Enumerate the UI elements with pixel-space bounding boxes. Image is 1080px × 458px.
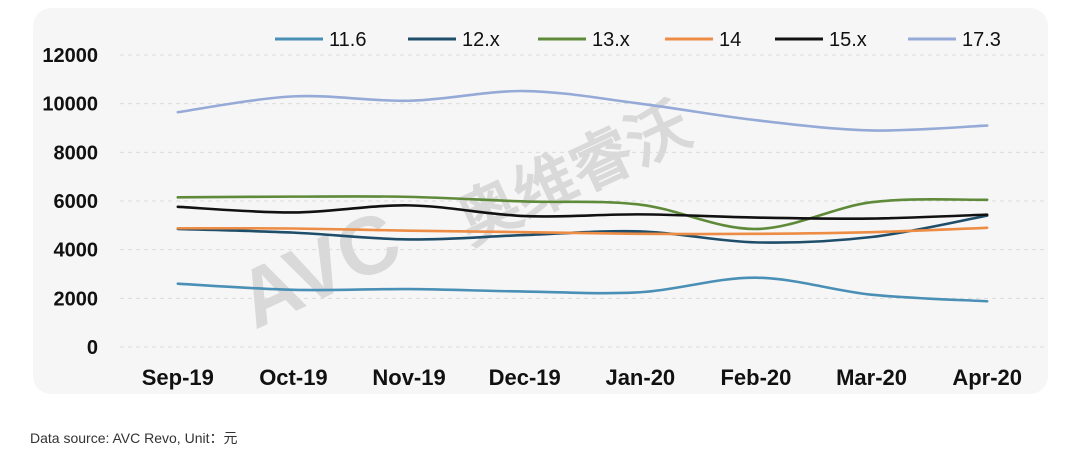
x-tick-label: Dec-19 bbox=[489, 365, 561, 390]
legend: 11.6 12.x 13.x 14 15.x 17.3 bbox=[275, 29, 1001, 51]
x-tick-label: Sep-19 bbox=[142, 365, 214, 390]
watermark-latin: AVC bbox=[224, 193, 414, 346]
series-line-17-3 bbox=[176, 89, 989, 132]
legend-label: 14 bbox=[719, 29, 741, 51]
legend-label: 15.x bbox=[829, 29, 867, 51]
x-tick-label: Oct-19 bbox=[259, 365, 327, 390]
y-tick-label: 2000 bbox=[54, 288, 99, 310]
y-tick-label: 6000 bbox=[54, 191, 99, 213]
legend-item: 17.3 bbox=[908, 29, 1001, 51]
x-tick-label: Jan-20 bbox=[605, 365, 675, 390]
series-lines bbox=[176, 89, 989, 303]
y-tick-label: 8000 bbox=[54, 142, 99, 164]
x-tick-label: Mar-20 bbox=[836, 365, 907, 390]
legend-label: 11.6 bbox=[329, 29, 366, 51]
x-axis-ticks: Sep-19 Oct-19 Nov-19 Dec-19 Jan-20 Feb-20 Mar-… bbox=[142, 365, 1022, 390]
data-source-note: Data source: AVC Revo, Unit：元 bbox=[30, 430, 238, 446]
x-tick-label: Feb-20 bbox=[720, 365, 791, 390]
line-chart: AVC 奥维睿沃 0 2000 4000 6000 8000 10000 12000 Sep… bbox=[42, 29, 1045, 390]
legend-item: 15.x bbox=[775, 29, 867, 51]
x-tick-label: Apr-20 bbox=[952, 365, 1022, 390]
legend-label: 12.x bbox=[462, 29, 500, 51]
legend-item: 14 bbox=[665, 29, 741, 51]
series-line-15-x bbox=[176, 204, 989, 220]
legend-label: 13.x bbox=[592, 29, 630, 51]
y-tick-label: 0 bbox=[87, 337, 98, 359]
series-line-11-6 bbox=[176, 276, 989, 303]
y-axis-ticks: 0 2000 4000 6000 8000 10000 12000 bbox=[42, 45, 98, 359]
legend-item: 11.6 bbox=[275, 29, 366, 51]
series-line-14 bbox=[176, 226, 989, 236]
series-line-13-x bbox=[176, 195, 989, 231]
legend-item: 12.x bbox=[408, 29, 500, 51]
legend-label: 17.3 bbox=[962, 29, 1001, 51]
legend-item: 13.x bbox=[538, 29, 630, 51]
y-tick-label: 4000 bbox=[54, 240, 99, 262]
x-tick-label: Nov-19 bbox=[372, 365, 445, 390]
y-tick-label: 10000 bbox=[42, 94, 98, 116]
watermark: AVC 奥维睿沃 bbox=[224, 90, 701, 346]
y-tick-label: 12000 bbox=[42, 45, 98, 67]
